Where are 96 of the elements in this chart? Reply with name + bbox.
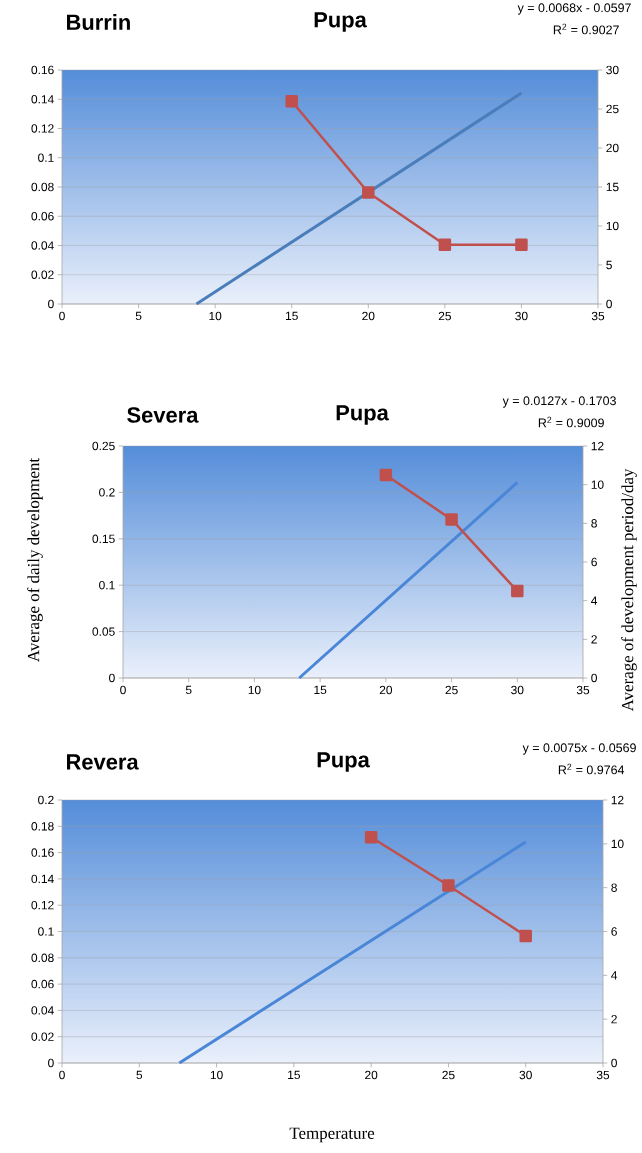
text: y = 0.0068x - 0.0597: [517, 3, 631, 15]
y2-tick-label: 8: [611, 883, 617, 892]
y-tick-label: 0.2: [38, 795, 54, 805]
chart-subtitle: Pupa: [314, 12, 367, 32]
y-tick-label: 0: [48, 299, 54, 309]
point: [519, 929, 532, 943]
chart-title: Severa: [127, 407, 199, 423]
x-tick-label: 15: [285, 311, 298, 321]
text: R$^{2}$ = 0.9009: [538, 416, 604, 428]
y2-tick-label: 15: [606, 182, 619, 192]
point: [379, 468, 393, 482]
y-tick-label: 0.08: [31, 182, 54, 192]
y2-tick-label: 2: [611, 1015, 617, 1024]
y-tick-label: 0.15: [92, 534, 115, 544]
y2-tick-label: 5: [606, 260, 612, 270]
point: [511, 584, 524, 598]
y-tick-label: 0.06: [31, 979, 54, 989]
x-tick-label: 25: [438, 311, 451, 321]
y-tick-label: 0.1: [38, 153, 54, 162]
y-tick-label: 0.14: [31, 874, 54, 884]
x-tick-label: 10: [248, 685, 261, 695]
y2-tick-label: 10: [611, 839, 624, 849]
y-tick-label: 0.02: [31, 1032, 54, 1041]
y-tick-label: 0.16: [31, 848, 54, 857]
y-tick-label: 0: [48, 1058, 54, 1068]
point: [438, 238, 452, 251]
y2-tick-label: 2: [591, 635, 597, 644]
y2-tick-label: 6: [591, 557, 597, 567]
x-tick-label: 5: [185, 685, 192, 695]
x-axis-title: Temperature: [289, 1127, 375, 1143]
y2-tick-label: 12: [611, 795, 624, 805]
x-tick-label: 5: [135, 311, 142, 321]
y-tick-label: 0.2: [99, 488, 115, 497]
x-tick-label: 0: [59, 1070, 65, 1080]
y2-axis-title: Average of development period/day: [621, 468, 637, 712]
y2-tick-label: 6: [611, 927, 617, 936]
chart-subtitle: Pupa: [317, 752, 370, 772]
point: [285, 94, 298, 108]
point: [442, 879, 455, 892]
y-tick-label: 0.16: [31, 65, 54, 75]
y2-tick-label: 12: [591, 441, 604, 451]
y-axis-title: Average of daily development: [27, 457, 43, 662]
y-tick-label: 0.1: [38, 927, 54, 936]
x-tick-label: 35: [591, 311, 605, 321]
text: R$^{2}$ = 0.9027: [553, 23, 619, 35]
x-tick-label: 30: [519, 1070, 532, 1080]
y2-tick-label: 10: [591, 480, 604, 489]
y-tick-label: 0.18: [31, 822, 54, 831]
point: [515, 238, 528, 251]
x-tick-label: 15: [314, 685, 327, 695]
chart-subtitle: Pupa: [336, 405, 389, 425]
y2-tick-label: 0: [606, 299, 612, 309]
y2-tick-label: 4: [611, 971, 618, 980]
y-tick-label: 0.12: [31, 124, 54, 133]
x-tick-label: 35: [596, 1070, 610, 1080]
point: [445, 513, 458, 526]
y-tick-label: 0.25: [92, 441, 115, 451]
x-tick-label: 30: [515, 311, 528, 321]
x-tick-label: 25: [442, 1070, 455, 1080]
x-tick-label: 20: [379, 685, 393, 695]
x-tick-label: 25: [445, 685, 458, 695]
y2-tick-label: 8: [591, 519, 597, 528]
x-tick-label: 15: [288, 1070, 300, 1080]
y-tick-label: 0.14: [31, 95, 54, 104]
point: [364, 831, 378, 844]
y-tick-label: 0.02: [31, 270, 54, 279]
point: [362, 186, 375, 199]
y2-tick-label: 30: [606, 65, 619, 75]
x-tick-label: 35: [576, 685, 590, 695]
x-tick-label: 10: [209, 311, 222, 321]
x-tick-label: 20: [365, 1070, 378, 1080]
y2-tick-label: 0: [591, 673, 597, 683]
y2-tick-label: 0: [611, 1058, 617, 1068]
text: y = 0.0075x - 0.0569: [522, 743, 636, 755]
y-tick-label: 0.06: [31, 212, 54, 221]
text: R$^{2}$ = 0.9764: [558, 763, 625, 775]
text: y = 0.0127x - 0.1703: [502, 396, 616, 408]
y-tick-label: 0.05: [92, 627, 115, 636]
y2-tick-label: 10: [606, 221, 619, 231]
y2-tick-label: 4: [591, 596, 598, 605]
x-tick-label: 5: [136, 1070, 143, 1080]
y-tick-label: 0.1: [99, 580, 115, 590]
x-tick-label: 10: [210, 1070, 223, 1080]
chart-title: Burrin: [66, 13, 130, 31]
x-tick-label: 30: [511, 685, 524, 695]
y-tick-label: 0.12: [31, 900, 54, 910]
y-tick-label: 0.04: [31, 241, 54, 250]
y-tick-label: 0.04: [31, 1006, 54, 1015]
x-tick-label: 0: [120, 685, 126, 695]
x-tick-label: 20: [362, 311, 375, 321]
x-tick-label: 0: [59, 311, 65, 321]
chart-title: Revera: [66, 754, 139, 770]
y-tick-label: 0.08: [31, 953, 54, 963]
y2-tick-label: 20: [606, 143, 619, 153]
y2-tick-label: 25: [606, 104, 619, 114]
y-tick-label: 0: [109, 673, 115, 683]
